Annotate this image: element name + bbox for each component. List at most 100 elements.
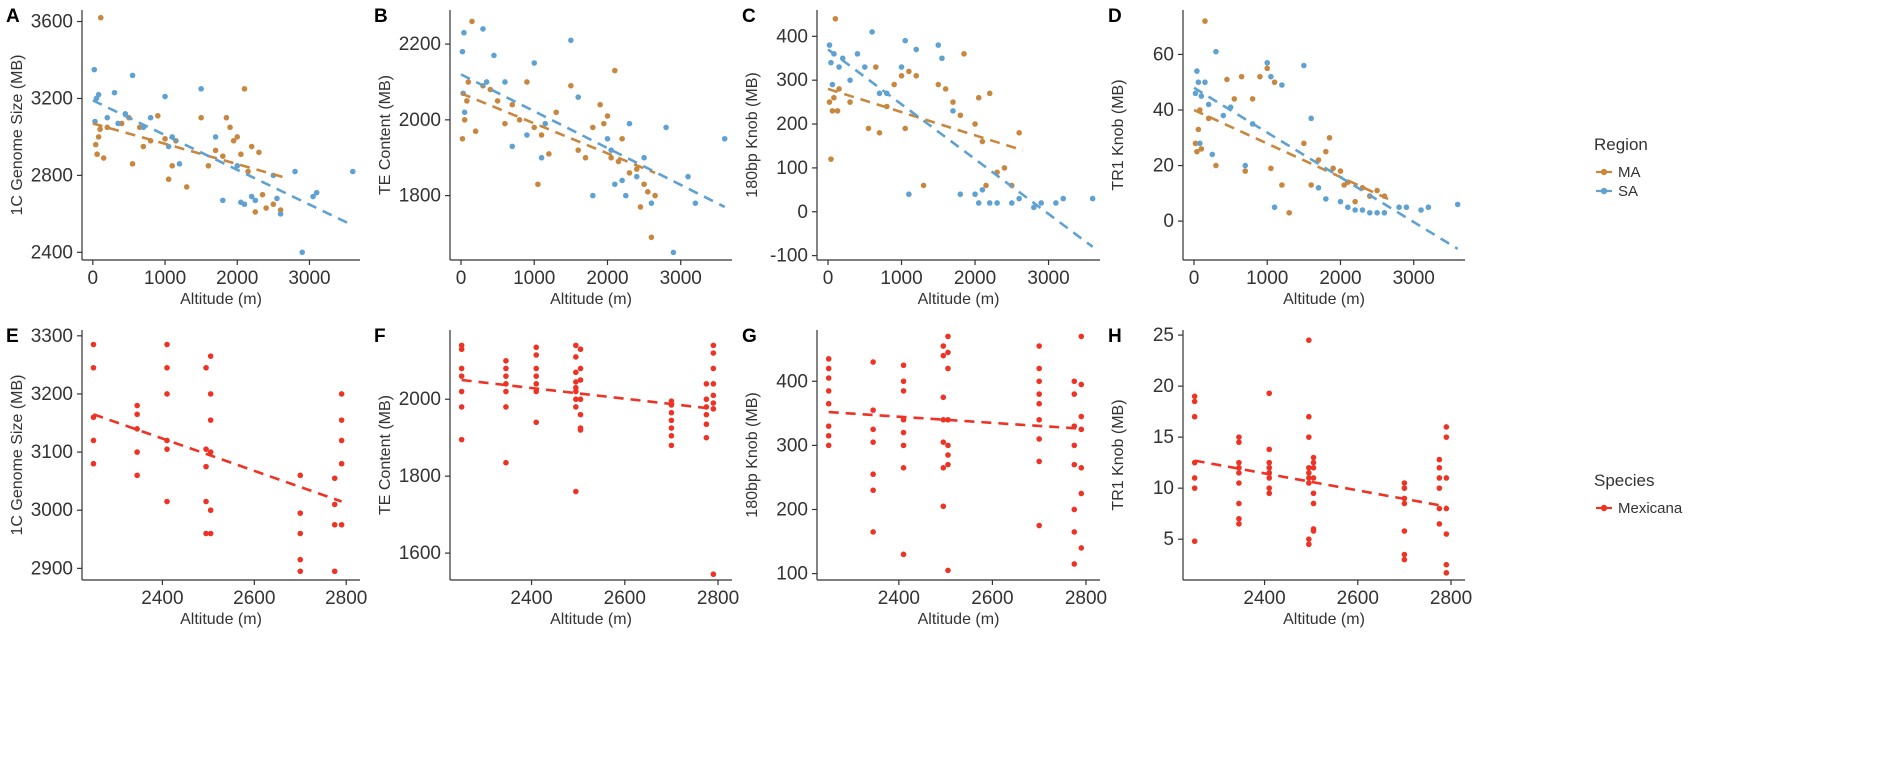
data-point: [1078, 545, 1085, 551]
data-point: [1306, 480, 1312, 486]
data-point: [710, 406, 717, 412]
data-point: [940, 394, 947, 401]
data-point: [1425, 204, 1432, 211]
data-point: [503, 404, 509, 410]
data-point: [619, 135, 625, 142]
data-point: [1191, 393, 1198, 400]
data-point: [169, 162, 176, 169]
data-point: [692, 200, 699, 206]
panel-b-x-axis-title: Altitude (m): [550, 291, 632, 308]
panel-b-x-tick-label: 1000: [513, 268, 555, 289]
data-point: [203, 530, 209, 537]
data-point: [577, 427, 584, 433]
data-point: [668, 442, 675, 449]
panel-h-y-tick-label: 15: [1153, 427, 1174, 448]
panel-h-y-tick-label: 20: [1153, 376, 1174, 397]
data-point: [986, 200, 993, 206]
data-point: [945, 461, 951, 468]
data-point: [1198, 146, 1205, 152]
panel-d-series-ma: [1192, 18, 1388, 216]
data-point: [524, 79, 530, 85]
data-point: [1236, 459, 1242, 466]
panel-b-x-tick-label: 3000: [660, 268, 702, 289]
data-point: [577, 411, 584, 418]
data-point: [1381, 209, 1388, 216]
data-point: [870, 529, 876, 535]
data-point: [134, 426, 140, 432]
data-point: [601, 120, 607, 127]
data-point: [994, 200, 1000, 206]
data-point: [1374, 209, 1380, 216]
data-point: [979, 138, 986, 145]
data-point: [542, 120, 549, 127]
panel-b: B 0 1000 2000 3000 1800 2000 2200 Altitude (m) TE…: [374, 6, 732, 308]
data-point: [891, 81, 897, 88]
data-point: [1016, 130, 1022, 136]
panel-b-y-tick-label: 2000: [399, 110, 441, 131]
legend-species-title: Species: [1594, 471, 1654, 490]
data-point: [164, 391, 170, 397]
panel-g-series-mexicana: [825, 333, 1085, 574]
data-point: [1191, 398, 1198, 405]
data-point: [825, 375, 832, 381]
data-point: [198, 86, 204, 92]
data-point: [1001, 165, 1008, 171]
data-point: [834, 108, 841, 114]
data-point: [906, 68, 912, 75]
panel-b-series-sa: [459, 26, 728, 256]
data-point: [531, 124, 538, 131]
panel-a-letter: A: [6, 6, 20, 27]
panel-g-mexicana-trend-line: [828, 410, 1082, 431]
data-point: [134, 472, 140, 479]
data-point: [533, 388, 540, 395]
data-point: [1310, 500, 1317, 507]
data-point: [198, 114, 204, 121]
data-point: [1436, 485, 1443, 491]
data-point: [831, 94, 837, 101]
data-point: [1224, 76, 1230, 83]
data-point: [1036, 400, 1042, 407]
data-point: [491, 52, 497, 59]
panel-g-y-tick-label: 300: [776, 435, 808, 456]
data-point: [1306, 337, 1312, 344]
data-point: [1268, 73, 1274, 80]
data-point: [652, 192, 658, 199]
data-point: [1308, 182, 1314, 188]
data-point: [979, 187, 986, 193]
data-point: [1231, 96, 1238, 102]
data-point: [612, 181, 618, 188]
data-point: [1306, 541, 1312, 548]
data-point: [230, 137, 237, 144]
data-point: [165, 176, 172, 183]
data-point: [703, 421, 710, 428]
data-point: [597, 101, 603, 108]
data-point: [546, 151, 552, 157]
data-point: [458, 436, 465, 443]
data-point: [274, 195, 280, 202]
data-point: [1036, 378, 1042, 385]
data-point: [900, 465, 907, 471]
data-point: [338, 391, 345, 397]
data-point: [331, 501, 338, 508]
data-point: [338, 417, 345, 423]
panel-c: C 0 1000 2000 3000 -100 0 100 200 300 400 Altitude …: [742, 6, 1100, 308]
data-point: [292, 168, 298, 175]
panel-h-x-tick-label: 2400: [1243, 588, 1285, 609]
data-point: [1310, 464, 1317, 471]
panel-g-y-tick-label: 200: [776, 499, 808, 520]
data-point: [573, 342, 579, 349]
panel-e-x-axis-title: Altitude (m): [180, 611, 262, 628]
data-point: [1031, 204, 1037, 211]
data-point: [939, 55, 945, 62]
data-point: [104, 114, 111, 121]
data-point: [668, 409, 675, 416]
data-point: [961, 51, 967, 57]
data-point: [573, 354, 579, 360]
data-point: [1443, 531, 1450, 537]
data-point: [469, 18, 475, 25]
panel-d-x-tick-label: 3000: [1393, 268, 1435, 289]
data-point: [349, 168, 356, 175]
data-point: [1436, 464, 1443, 471]
data-point: [91, 66, 98, 73]
panel-d-y-tick-label: 40: [1153, 100, 1174, 121]
